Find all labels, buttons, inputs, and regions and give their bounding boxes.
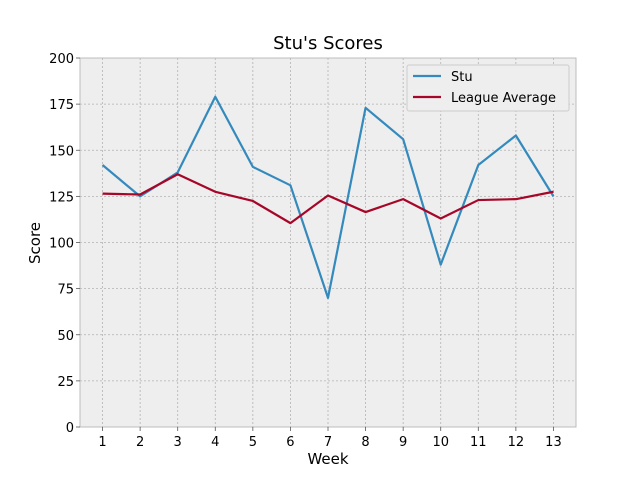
x-axis-ticks: 1 2 3 4 5 6 7 8 9 10 11 12 13	[98, 427, 562, 450]
x-tick-label: 12	[508, 435, 525, 450]
x-tick-label: 7	[324, 435, 332, 450]
legend-label-league-average: League Average	[451, 91, 556, 106]
y-tick-label: 150	[49, 144, 74, 159]
y-tick-label: 25	[57, 375, 74, 390]
series-line-stu	[101, 95, 555, 299]
x-tick-label: 4	[211, 435, 219, 450]
y-tick-label: 200	[49, 52, 74, 67]
y-tick-label: 0	[66, 421, 74, 436]
series-line-league-average	[102, 173, 554, 225]
x-tick-label: 1	[98, 435, 106, 450]
y-tick-label: 50	[57, 329, 74, 344]
x-tick-label: 3	[174, 435, 182, 450]
legend-box	[406, 64, 570, 112]
y-tick-label: 125	[49, 190, 74, 205]
legend-label-stu: Stu	[451, 70, 473, 85]
series-layer	[101, 95, 555, 299]
x-tick-label: 6	[286, 435, 294, 450]
y-tick-label: 100	[49, 237, 74, 252]
x-tick-label: 13	[545, 435, 562, 450]
y-axis-ticks: 0 25 50 75 100 125 150 175 200	[49, 52, 80, 436]
y-tick-label: 75	[57, 283, 74, 298]
x-axis-label: Week	[307, 450, 348, 468]
x-tick-label: 5	[249, 435, 257, 450]
chart-title: Stu's Scores	[273, 33, 383, 54]
x-tick-label: 9	[399, 435, 407, 450]
legend: Stu League Average	[406, 64, 570, 112]
x-tick-label: 10	[432, 435, 449, 450]
x-tick-label: 2	[136, 435, 144, 450]
y-axis-label: Score	[26, 222, 44, 264]
x-tick-label: 11	[470, 435, 487, 450]
x-tick-label: 8	[361, 435, 369, 450]
y-tick-label: 175	[49, 98, 74, 113]
